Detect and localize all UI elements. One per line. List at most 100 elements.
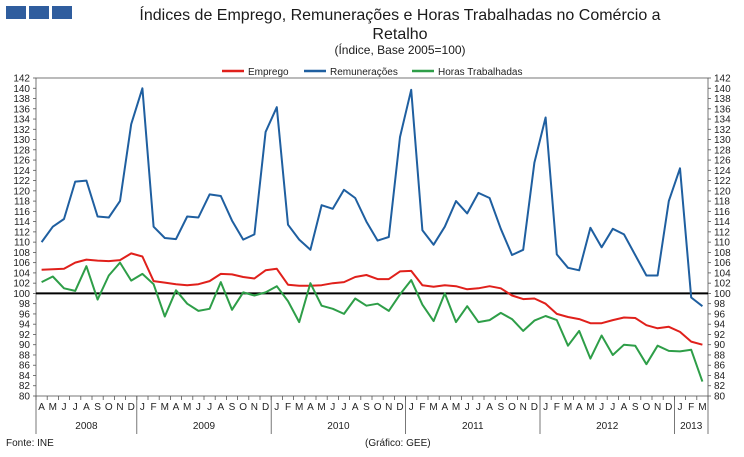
y-tick-label-left: 88 xyxy=(19,350,31,361)
x-month-label: J xyxy=(207,402,212,413)
x-month-label: M xyxy=(183,402,191,413)
y-tick-label-right: 92 xyxy=(714,330,726,341)
year-label: 2008 xyxy=(75,421,98,432)
y-tick-label-right: 138 xyxy=(714,94,731,105)
y-tick-label-left: 112 xyxy=(14,227,30,238)
x-month-label: N xyxy=(251,402,258,413)
legend-label-1: Emprego xyxy=(248,67,289,78)
y-tick-label-left: 98 xyxy=(19,299,31,310)
x-month-label: J xyxy=(678,402,683,413)
x-month-label: M xyxy=(564,402,572,413)
x-month-label: A xyxy=(576,402,583,413)
x-month-label: O xyxy=(239,402,247,413)
y-tick-label-right: 104 xyxy=(714,268,731,279)
x-month-label: J xyxy=(330,402,335,413)
y-tick-label-right: 98 xyxy=(714,299,726,310)
y-tick-label-left: 114 xyxy=(14,217,30,228)
series-line-1 xyxy=(41,252,703,346)
y-tick-label-left: 92 xyxy=(19,330,31,341)
y-tick-label-left: 126 xyxy=(13,156,30,167)
logo-block-1 xyxy=(6,6,26,19)
y-tick-label-right: 84 xyxy=(714,371,726,382)
x-month-label: N xyxy=(520,402,527,413)
y-tick-label-left: 132 xyxy=(13,125,30,136)
x-month-label: D xyxy=(531,402,538,413)
x-month-label: J xyxy=(196,402,201,413)
x-month-label: M xyxy=(49,402,57,413)
y-tick-label-right: 118 xyxy=(714,197,730,208)
x-month-label: J xyxy=(73,402,78,413)
x-month-label: M xyxy=(317,402,325,413)
x-month-label: O xyxy=(105,402,113,413)
series-line-2 xyxy=(40,87,704,307)
y-tick-label-right: 88 xyxy=(714,350,726,361)
y-tick-label-left: 116 xyxy=(14,207,30,218)
source-note: Fonte: INE xyxy=(6,438,54,449)
y-tick-label-left: 120 xyxy=(13,186,30,197)
y-tick-label-left: 82 xyxy=(19,381,31,392)
x-month-label: J xyxy=(610,402,615,413)
y-tick-label-right: 132 xyxy=(714,125,731,136)
x-month-label: J xyxy=(543,402,548,413)
x-month-label: J xyxy=(342,402,347,413)
y-tick-label-left: 130 xyxy=(13,135,30,146)
y-tick-label-left: 122 xyxy=(13,176,30,187)
y-tick-label-left: 138 xyxy=(13,94,30,105)
y-tick-label-right: 122 xyxy=(714,176,731,187)
chart-subtitle: (Índice, Base 2005=100) xyxy=(334,43,466,57)
legend-label-3: Horas Trabalhadas xyxy=(438,67,523,78)
x-month-label: J xyxy=(465,402,470,413)
y-tick-label-left: 110 xyxy=(14,238,30,249)
x-month-label: J xyxy=(476,402,481,413)
y-tick-label-right: 108 xyxy=(714,248,731,259)
y-tick-label-left: 106 xyxy=(13,258,30,269)
x-month-label: D xyxy=(396,402,403,413)
y-tick-label-right: 124 xyxy=(714,166,731,177)
x-month-label: F xyxy=(419,402,425,413)
x-month-label: S xyxy=(632,402,639,413)
x-month-label: F xyxy=(285,402,291,413)
x-month-label: N xyxy=(654,402,661,413)
y-tick-label-left: 96 xyxy=(19,309,31,320)
series-line-3 xyxy=(41,261,704,382)
x-month-label: J xyxy=(62,402,67,413)
x-month-label: D xyxy=(128,402,135,413)
logo-block-2 xyxy=(29,6,49,19)
x-month-label: N xyxy=(116,402,123,413)
brand-logo xyxy=(6,6,72,19)
x-month-label: F xyxy=(151,402,157,413)
y-tick-label-right: 140 xyxy=(714,84,731,95)
x-month-label: S xyxy=(497,402,504,413)
x-month-label: J xyxy=(599,402,604,413)
y-tick-label-right: 126 xyxy=(714,156,731,167)
y-tick-label-right: 142 xyxy=(714,74,731,85)
y-tick-label-left: 90 xyxy=(19,340,31,351)
y-tick-label-left: 104 xyxy=(13,268,30,279)
x-month-label: M xyxy=(698,402,706,413)
y-tick-label-right: 94 xyxy=(714,320,726,331)
y-tick-label-left: 128 xyxy=(13,145,30,156)
year-label: 2013 xyxy=(680,421,703,432)
x-month-label: O xyxy=(374,402,382,413)
x-month-label: J xyxy=(140,402,145,413)
year-label: 2012 xyxy=(596,421,619,432)
y-tick-label-left: 142 xyxy=(13,74,30,85)
x-month-label: O xyxy=(508,402,516,413)
y-tick-label-left: 118 xyxy=(14,197,30,208)
y-tick-label-right: 100 xyxy=(714,289,731,300)
y-tick-label-right: 136 xyxy=(714,104,731,115)
y-tick-label-right: 110 xyxy=(714,238,730,249)
y-tick-label-left: 124 xyxy=(13,166,30,177)
x-month-label: S xyxy=(94,402,101,413)
y-tick-label-right: 106 xyxy=(714,258,731,269)
x-month-label: A xyxy=(217,402,224,413)
y-tick-label-left: 140 xyxy=(13,84,30,95)
x-month-label: A xyxy=(38,402,45,413)
x-month-label: S xyxy=(363,402,370,413)
y-tick-label-left: 86 xyxy=(19,361,31,372)
y-tick-label-right: 134 xyxy=(714,115,731,126)
y-tick-label-right: 130 xyxy=(714,135,731,146)
y-tick-label-left: 134 xyxy=(13,115,30,126)
y-tick-label-right: 82 xyxy=(714,381,726,392)
x-month-label: S xyxy=(229,402,236,413)
